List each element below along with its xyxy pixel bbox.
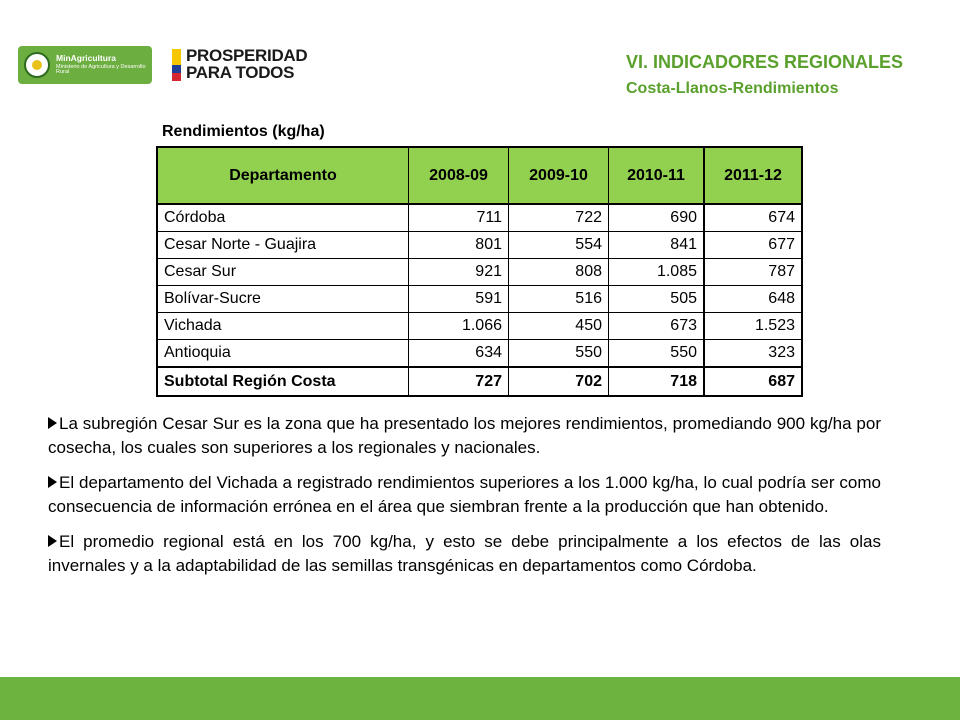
row-value: 450: [508, 312, 609, 340]
row-name: Cesar Norte - Guajira: [156, 231, 409, 259]
prosperidad-logo: PROSPERIDAD PARA TODOS: [172, 46, 308, 83]
row-value: 722: [508, 203, 609, 232]
header-departamento: Departamento: [156, 146, 409, 205]
row-value: 1.066: [408, 312, 509, 340]
row-value: 841: [608, 231, 705, 259]
bullet-item: El promedio regional está en los 700 kg/…: [48, 530, 881, 578]
bullet-text: La subregión Cesar Sur es la zona que ha…: [48, 414, 881, 457]
row-value: 1.523: [703, 312, 803, 340]
row-value: 634: [408, 339, 509, 368]
colombia-flag-icon: [172, 49, 181, 81]
arrow-bullet-icon: [48, 535, 57, 547]
row-value: 711: [408, 203, 509, 232]
total-value: 687: [703, 366, 803, 397]
colombia-seal-icon: [24, 52, 50, 78]
slide-title: VI. INDICADORES REGIONALES: [626, 52, 904, 72]
bullet-item: La subregión Cesar Sur es la zona que ha…: [48, 412, 881, 460]
table-header-row: Departamento 2008-09 2009-10 2010-11 201…: [156, 146, 803, 205]
table-row: Cesar Norte - Guajira 801 554 841 677: [156, 231, 803, 259]
table-title: Rendimientos (kg/ha): [162, 123, 325, 140]
prosperidad-line-2: PARA TODOS: [186, 63, 295, 82]
table-row: Cesar Sur 921 808 1.085 787: [156, 258, 803, 286]
header-2008-09: 2008-09: [408, 146, 509, 205]
minagricultura-subtitle: Ministerio de Agricultura y Desarrollo R…: [56, 63, 146, 76]
slide-subtitle: Costa-Llanos-Rendimientos: [626, 80, 839, 97]
row-value: 516: [508, 285, 609, 313]
row-value: 648: [703, 285, 803, 313]
table-row: Bolívar-Sucre 591 516 505 648: [156, 285, 803, 313]
table-row: Vichada 1.066 450 673 1.523: [156, 312, 803, 340]
arrow-bullet-icon: [48, 417, 57, 429]
row-value: 1.085: [608, 258, 705, 286]
row-value: 921: [408, 258, 509, 286]
row-value: 677: [703, 231, 803, 259]
table-row: Antioquia 634 550 550 323: [156, 339, 803, 368]
row-name: Bolívar-Sucre: [156, 285, 409, 313]
header-2011-12: 2011-12: [703, 146, 803, 205]
row-value: 323: [703, 339, 803, 368]
bullet-list: La subregión Cesar Sur es la zona que ha…: [48, 412, 881, 589]
total-value: 702: [508, 366, 609, 397]
bullet-text: El departamento del Vichada a registrado…: [48, 473, 881, 516]
bullet-item: El departamento del Vichada a registrado…: [48, 471, 881, 519]
logo-bar: MinAgricultura Ministerio de Agricultura…: [18, 44, 308, 86]
row-value: 808: [508, 258, 609, 286]
footer-bar: [0, 677, 960, 720]
row-value: 673: [608, 312, 705, 340]
minagricultura-logo: MinAgricultura Ministerio de Agricultura…: [18, 46, 152, 84]
row-value: 801: [408, 231, 509, 259]
row-value: 674: [703, 203, 803, 232]
row-value: 505: [608, 285, 705, 313]
bullet-text: El promedio regional está en los 700 kg/…: [48, 532, 881, 575]
row-value: 690: [608, 203, 705, 232]
total-name: Subtotal Región Costa: [156, 366, 409, 397]
row-value: 550: [508, 339, 609, 368]
row-value: 550: [608, 339, 705, 368]
yields-table: Departamento 2008-09 2009-10 2010-11 201…: [156, 146, 803, 397]
prosperidad-line-1: PROSPERIDAD: [186, 46, 308, 65]
row-value: 591: [408, 285, 509, 313]
row-name: Córdoba: [156, 203, 409, 232]
row-value: 554: [508, 231, 609, 259]
row-value: 787: [703, 258, 803, 286]
table-row: Córdoba 711 722 690 674: [156, 203, 803, 232]
total-value: 727: [408, 366, 509, 397]
minagricultura-name: MinAgricultura: [56, 53, 116, 64]
row-name: Vichada: [156, 312, 409, 340]
arrow-bullet-icon: [48, 476, 57, 488]
row-name: Cesar Sur: [156, 258, 409, 286]
table-total-row: Subtotal Región Costa 727 702 718 687: [156, 366, 803, 397]
total-value: 718: [608, 366, 705, 397]
header-2010-11: 2010-11: [608, 146, 705, 205]
header-2009-10: 2009-10: [508, 146, 609, 205]
row-name: Antioquia: [156, 339, 409, 368]
